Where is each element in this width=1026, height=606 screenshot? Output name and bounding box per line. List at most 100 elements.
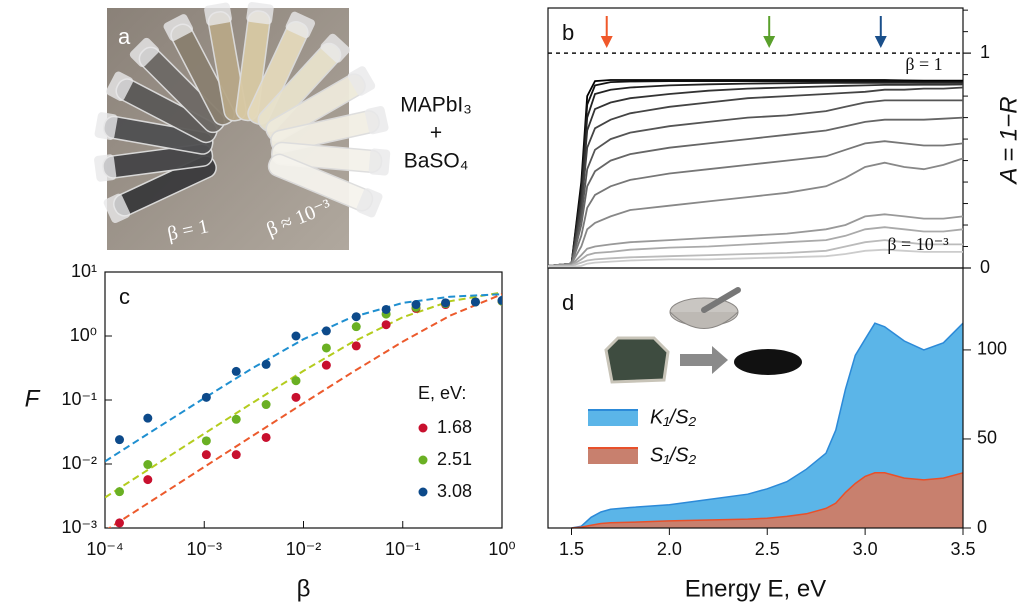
curve xyxy=(548,248,963,268)
point xyxy=(497,295,502,305)
y-tick-label: 0 xyxy=(980,257,990,277)
curve xyxy=(548,140,963,267)
tube-cap xyxy=(103,193,131,224)
point xyxy=(201,450,211,460)
tube-cap xyxy=(356,188,383,218)
point xyxy=(143,413,153,423)
tube xyxy=(204,2,247,122)
tube-cap xyxy=(163,14,194,42)
tube-cap xyxy=(106,71,134,102)
tube-cap xyxy=(94,112,118,140)
panel-label: a xyxy=(118,24,131,49)
point xyxy=(231,450,241,460)
y-axis-label: F xyxy=(25,385,41,412)
y-tick-label: 10⁰ xyxy=(70,325,97,345)
curve xyxy=(548,79,963,267)
point xyxy=(381,304,391,314)
point xyxy=(261,400,271,410)
point xyxy=(115,518,125,528)
tube xyxy=(267,153,383,218)
legend-swatch xyxy=(588,448,638,464)
composition: + xyxy=(430,122,442,145)
x-tick-label: 3.0 xyxy=(853,539,878,559)
point xyxy=(201,392,211,402)
legend-label: S₁/S₂ xyxy=(650,444,697,466)
legend-swatch xyxy=(588,410,638,426)
tube-cap xyxy=(204,2,232,26)
tube xyxy=(103,155,217,224)
point xyxy=(351,312,361,322)
composition: MAPbI₃ xyxy=(400,94,472,117)
legend-marker xyxy=(418,487,428,497)
tube-cap xyxy=(285,11,316,39)
powder xyxy=(734,349,802,375)
legend-marker xyxy=(418,455,428,465)
area-edge xyxy=(571,322,964,529)
curve xyxy=(548,80,963,267)
tube xyxy=(270,106,389,154)
tube xyxy=(163,14,236,126)
point xyxy=(321,360,331,370)
x-tick-label: 10⁻⁴ xyxy=(86,539,123,559)
point xyxy=(291,392,301,402)
point xyxy=(115,435,125,445)
plot-frame xyxy=(547,267,964,529)
legend-title: E, eV: xyxy=(418,383,466,403)
curve xyxy=(548,99,963,267)
curve xyxy=(548,157,963,267)
y-axis-label: A = 1−R xyxy=(995,96,1022,185)
point xyxy=(231,414,241,424)
tube xyxy=(106,71,218,144)
y-tick-label: 100 xyxy=(977,339,1007,359)
y-tick-label: 10⁻³ xyxy=(61,517,97,537)
composition: BaSO₄ xyxy=(404,150,469,173)
tube-cap xyxy=(246,2,274,25)
point xyxy=(143,475,153,485)
point xyxy=(321,326,331,336)
point xyxy=(411,300,421,310)
crystal xyxy=(604,336,670,384)
marker-arrowhead xyxy=(763,36,776,48)
legend-label: 2.51 xyxy=(437,449,472,469)
fit-line xyxy=(105,291,502,499)
x-tick-label: 1.5 xyxy=(559,539,584,559)
x-axis-label: β xyxy=(297,575,311,602)
x-tick-label: 2.5 xyxy=(755,539,780,559)
x-tick-label: 10⁻¹ xyxy=(385,539,421,559)
point xyxy=(351,322,361,332)
x-tick-label: 2.0 xyxy=(657,539,682,559)
tube xyxy=(129,37,226,134)
fit-line xyxy=(105,293,502,463)
annotation: β = 1 xyxy=(905,54,942,74)
tube xyxy=(265,66,376,142)
curve xyxy=(548,226,963,267)
legend-label: 1.68 xyxy=(437,417,472,437)
point xyxy=(261,432,271,442)
tube-cap xyxy=(94,154,117,182)
tube-cap xyxy=(129,37,160,68)
x-tick-label: 3.5 xyxy=(950,539,975,559)
point xyxy=(231,366,241,376)
tube xyxy=(94,143,214,182)
curve xyxy=(548,116,963,267)
marker-arrowhead xyxy=(874,36,887,48)
tube xyxy=(235,2,274,122)
tube-cap xyxy=(320,33,350,63)
curve xyxy=(548,239,963,267)
area xyxy=(571,472,963,528)
point xyxy=(143,460,153,470)
curve xyxy=(548,213,963,267)
point xyxy=(470,297,480,307)
x-tick-label: 10⁻³ xyxy=(186,539,222,559)
x-tick-label: 10⁻² xyxy=(286,539,322,559)
y-tick-label: 1 xyxy=(980,42,990,62)
arrow xyxy=(680,346,728,374)
tube xyxy=(247,11,316,125)
point xyxy=(441,298,451,308)
legend-label: K₁/S₂ xyxy=(650,406,697,428)
x-axis-label: Energy E, eV xyxy=(685,575,826,602)
mortar xyxy=(669,311,739,329)
x-tick-label: 10⁰ xyxy=(488,539,515,559)
point xyxy=(351,341,361,351)
point xyxy=(291,331,301,341)
